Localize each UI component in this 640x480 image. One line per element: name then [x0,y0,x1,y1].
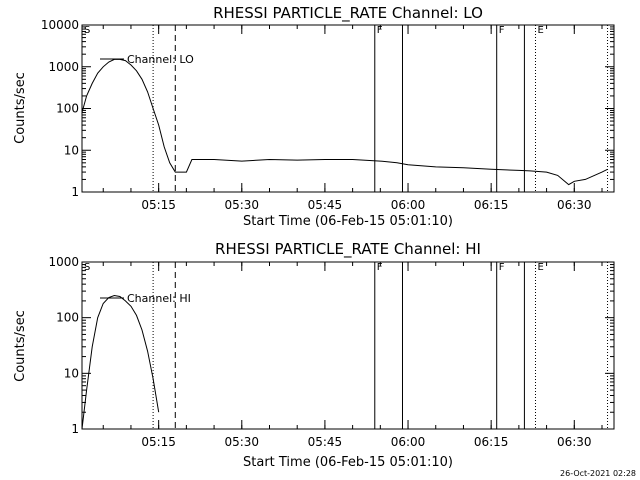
series-line [81,294,160,430]
legend-label-hi: Channel: HI [127,292,191,305]
x-tick-label: 06:15 [474,435,509,449]
x-ticks-lo: 05:15 05:30 05:45 06:00 06:15 06:30 [102,25,603,212]
x-tick-label: 06:30 [557,198,592,212]
y-tick-label: 10 [64,366,79,380]
y-tick-label: 100 [56,311,79,325]
y-tick-label: 10 [64,143,79,157]
generated-timestamp: 26-Oct-2021 02:28 [560,469,636,478]
x-tick-label: 05:45 [308,198,343,212]
panel-lo: RHESSI PARTICLE_RATE Channel: LO 1101001… [13,4,615,229]
y-tick-label: 1000 [48,60,79,74]
x-tick-label: 06:15 [474,198,509,212]
marker-label: E [537,25,543,36]
x-tick-label: 05:45 [308,435,343,449]
y-tick-label: 1 [71,185,79,199]
panel-hi: RHESSI PARTICLE_RATE Channel: HI 1101001… [13,240,615,470]
x-tick-label: 06:00 [391,198,426,212]
y-ticks-lo: 1 10 100 1000 10000 [41,18,614,199]
chart-title-lo: RHESSI PARTICLE_RATE Channel: LO [213,4,483,23]
x-tick-label: 05:15 [141,435,176,449]
x-tick-label: 06:30 [557,435,592,449]
marker-label: F [499,262,505,273]
marker-label: F [377,262,383,273]
x-axis-label-hi: Start Time (06-Feb-15 05:01:10) [243,455,453,470]
marker-label: S [84,25,90,36]
y-axis-label-lo: Counts/sec [13,72,28,144]
x-tick-label: 06:00 [391,435,426,449]
x-axis-label-lo: Start Time (06-Feb-15 05:01:10) [243,214,453,229]
x-tick-label: 05:30 [224,435,259,449]
x-ticks-hi: 05:15 05:30 05:45 06:00 06:15 06:30 [102,262,603,449]
marker-label: S [84,262,90,273]
y-tick-label: 1 [71,422,79,436]
y-tick-label: 10000 [41,18,79,32]
marker-label: F [377,25,383,36]
y-tick-label: 1000 [48,255,79,269]
y-tick-label: 100 [56,102,79,116]
y-ticks-hi: 1 10 100 1000 [48,255,614,436]
y-axis-label-hi: Counts/sec [13,310,28,382]
x-tick-label: 05:30 [224,198,259,212]
marker-label: F [499,25,505,36]
chart-title-hi: RHESSI PARTICLE_RATE Channel: HI [215,240,481,259]
legend-label-lo: Channel: LO [127,53,194,66]
marker-label: E [537,262,543,273]
x-tick-label: 05:15 [141,198,176,212]
series-hi [81,294,160,430]
